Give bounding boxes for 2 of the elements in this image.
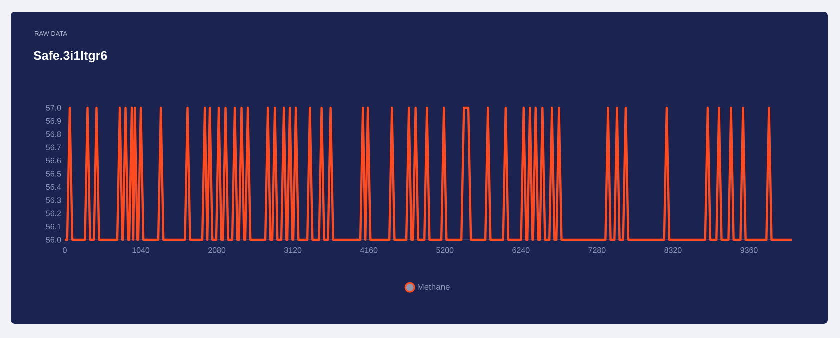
chart-title: Safe.3i1ltgr6 xyxy=(34,50,108,63)
legend-label: Methane xyxy=(418,284,450,290)
